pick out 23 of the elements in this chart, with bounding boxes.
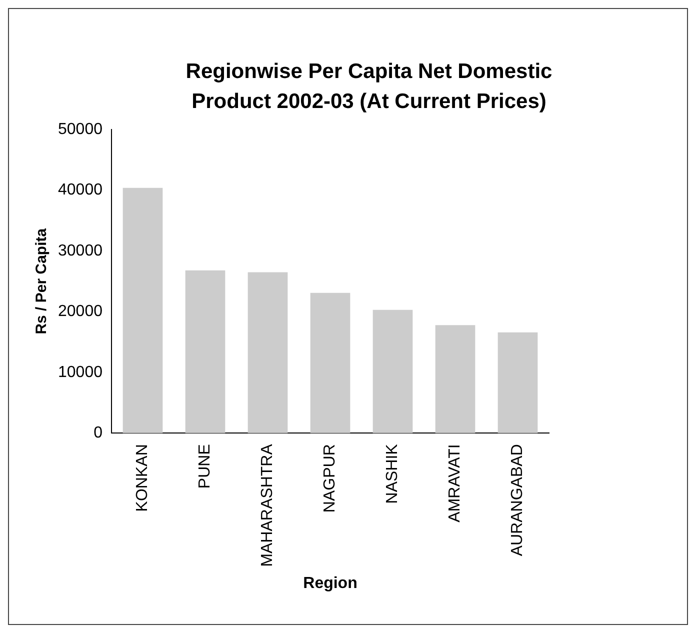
bar <box>435 325 476 434</box>
y-tick-label: 50000 <box>58 121 103 138</box>
x-tick-label: AMRAVATI <box>446 444 464 522</box>
bar <box>122 188 163 434</box>
x-tick-label: KONKAN <box>134 444 152 512</box>
y-tick-label: 30000 <box>58 242 103 260</box>
y-tick-label: 20000 <box>58 303 103 320</box>
x-tick-label: MAHARASHTRA <box>259 444 276 567</box>
x-tick-label: AURANGABAD <box>509 444 526 556</box>
bar <box>498 332 538 434</box>
y-tick-label: 0 <box>94 424 103 442</box>
x-tick-label: PUNE <box>196 444 214 489</box>
bar <box>248 272 288 434</box>
y-axis-title: Rs / Per Capita <box>33 228 50 334</box>
x-tick-label: NAGPUR <box>322 444 339 513</box>
bar <box>185 270 226 434</box>
x-axis-title: Region <box>303 574 358 592</box>
bar <box>310 292 350 434</box>
y-tick-label: 10000 <box>58 364 103 381</box>
y-tick-label: 40000 <box>58 182 103 199</box>
chart-title: Regionwise Per Capita Net Domestic Product 2002-03 (At Current Prices) <box>184 59 554 115</box>
bar <box>372 310 413 434</box>
x-tick-label: NASHIK <box>384 444 402 504</box>
